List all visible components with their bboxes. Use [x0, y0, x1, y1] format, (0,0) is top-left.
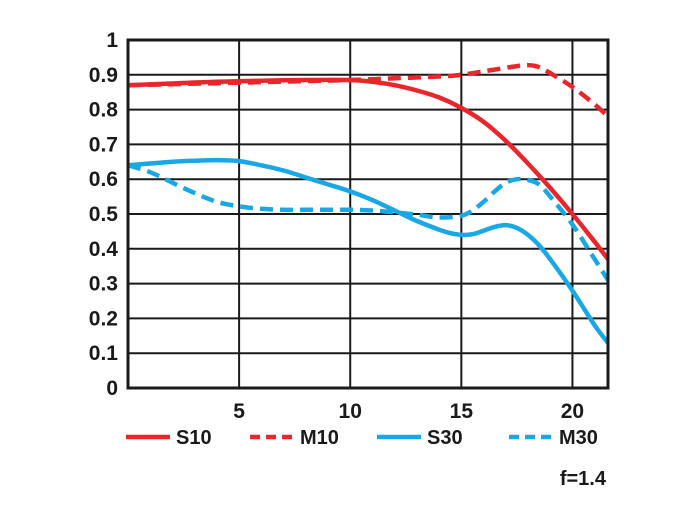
y-tick-label: 0 — [106, 377, 118, 400]
y-tick-label: 0.3 — [89, 273, 118, 296]
plot-frame — [126, 38, 610, 390]
series-line-s10 — [128, 77, 608, 261]
series-line-m10 — [128, 62, 608, 119]
grid-layer — [128, 39, 608, 389]
x-tick-label: 20 — [561, 400, 584, 423]
legend-label-s10: S10 — [176, 427, 212, 449]
legend-label-s30: S30 — [427, 427, 463, 449]
y-tick-labels: 0 0.1 0.2 0.3 0.4 0.5 0.6 0.7 0.8 0.9 1 — [89, 29, 119, 400]
x-tick-label: 15 — [450, 400, 474, 423]
series-group — [128, 62, 608, 345]
y-tick-label: 0.4 — [89, 238, 119, 261]
y-tick-label: 1 — [106, 29, 118, 52]
y-tick-label: 0.8 — [89, 99, 119, 122]
y-tick-label: 0.5 — [89, 203, 119, 226]
y-tick-label: 0.7 — [89, 133, 118, 156]
series-line-s30 — [128, 157, 608, 345]
x-tick-labels: 5 10 15 20 — [233, 400, 584, 423]
aperture-label: f=1.4 — [560, 468, 607, 490]
legend-label-m10: M10 — [300, 427, 339, 449]
series-line-m30 — [128, 163, 608, 282]
y-tick-label: 0.9 — [89, 64, 118, 87]
y-tick-label: 0.2 — [89, 307, 118, 330]
legend: S10 M10 S30 M30 — [126, 427, 598, 449]
series-layer — [128, 62, 608, 345]
x-tick-label: 5 — [233, 400, 245, 423]
x-tick-label: 10 — [339, 400, 362, 423]
y-tick-label: 0.1 — [89, 342, 119, 365]
legend-label-m30: M30 — [559, 427, 598, 449]
y-tick-label: 0.6 — [89, 168, 118, 191]
